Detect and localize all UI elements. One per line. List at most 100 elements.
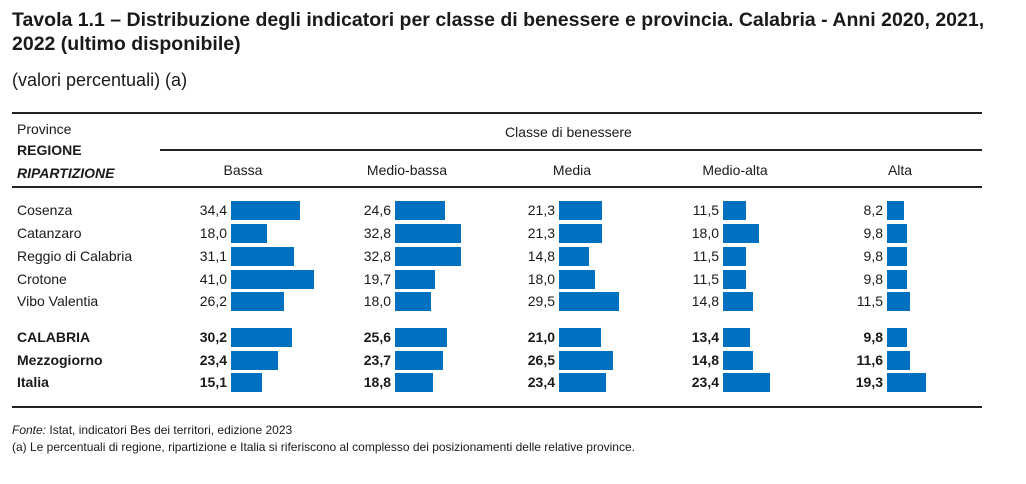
cell-value: 11,5: [856, 293, 883, 309]
cell-value: 8,2: [863, 202, 883, 218]
bottom-rule: [12, 406, 982, 408]
data-bar: [887, 224, 907, 243]
header-regione: REGIONE: [17, 142, 82, 158]
data-bar: [395, 201, 445, 220]
row-label: Cosenza: [17, 202, 73, 218]
data-bar: [395, 373, 433, 392]
footnote-a: (a) Le percentuali di regione, ripartizi…: [12, 440, 635, 454]
cell-value: 25,6: [363, 329, 391, 345]
cell-value: 11,5: [692, 202, 719, 218]
cell-value: 23,4: [527, 374, 555, 390]
data-bar: [723, 224, 760, 243]
cell-value: 19,3: [855, 374, 883, 390]
row-label: CALABRIA: [17, 329, 91, 345]
cell-value: 23,4: [199, 352, 227, 368]
cell-value: 24,6: [363, 202, 391, 218]
data-bar: [887, 351, 911, 370]
header-group: Classe di benessere: [505, 124, 632, 140]
cell-value: 9,8: [863, 225, 883, 241]
data-bar: [887, 292, 911, 311]
data-bar: [887, 373, 926, 392]
data-bar: [559, 247, 589, 266]
cell-value: 18,0: [199, 225, 227, 241]
cell-value: 23,7: [363, 352, 391, 368]
column-header: Medio-alta: [702, 162, 768, 178]
source-label: Fonte:: [12, 423, 47, 437]
header-ripartizione: RIPARTIZIONE: [17, 165, 115, 181]
data-bar: [559, 270, 596, 289]
cell-value: 11,6: [856, 352, 883, 368]
cell-value: 9,8: [863, 329, 883, 345]
cell-value: 9,8: [863, 248, 883, 264]
cell-value: 32,8: [363, 225, 391, 241]
data-bar: [395, 351, 443, 370]
cell-value: 11,5: [692, 248, 719, 264]
cell-value: 11,5: [692, 271, 719, 287]
column-header: Medio-bassa: [366, 162, 448, 178]
column-header: Alta: [887, 162, 913, 178]
cell-value: 21,3: [527, 202, 555, 218]
row-label: Italia: [17, 374, 49, 390]
table-title: Tavola 1.1 – Distribuzione degli indicat…: [12, 9, 985, 55]
row-label: Crotone: [17, 271, 67, 287]
data-bar: [723, 328, 751, 347]
data-bar: [723, 373, 771, 392]
data-bar: [559, 373, 607, 392]
data-bar: [395, 292, 432, 311]
cell-value: 18,0: [527, 271, 555, 287]
row-label: Reggio di Calabria: [17, 248, 133, 264]
data-bar: [395, 328, 447, 347]
cell-value: 13,4: [691, 329, 719, 345]
data-bar: [395, 224, 462, 243]
header-province: Province: [17, 121, 72, 137]
column-header: Media: [552, 162, 592, 178]
cell-value: 14,8: [691, 293, 719, 309]
data-bar: [231, 224, 268, 243]
cell-value: 31,1: [199, 248, 227, 264]
data-bar: [559, 224, 603, 243]
cell-value: 41,0: [199, 271, 227, 287]
data-bar: [395, 247, 462, 266]
cell-value: 15,1: [199, 374, 227, 390]
cell-value: 30,2: [199, 329, 227, 345]
cell-value: 21,0: [527, 329, 555, 345]
data-bar: [231, 373, 262, 392]
data-bar: [231, 328, 292, 347]
data-bar: [723, 270, 747, 289]
data-bar: [723, 292, 753, 311]
column-header: Bassa: [223, 162, 263, 178]
header-rule: [12, 186, 982, 188]
data-bar: [559, 328, 602, 347]
cell-value: 23,4: [691, 374, 719, 390]
data-bar: [723, 247, 747, 266]
data-bar: [231, 270, 314, 289]
data-bar: [723, 201, 747, 220]
cell-value: 26,5: [527, 352, 555, 368]
cell-value: 18,8: [363, 374, 391, 390]
cell-value: 18,0: [363, 293, 391, 309]
table-subtitle: (valori percentuali) (a): [12, 70, 188, 90]
source-note: Fonte: Istat, indicatori Bes dei territo…: [12, 423, 292, 437]
data-bar: [887, 270, 907, 289]
cell-value: 18,0: [691, 225, 719, 241]
cell-value: 19,7: [363, 271, 391, 287]
data-bar: [231, 201, 301, 220]
cell-value: 9,8: [863, 271, 883, 287]
data-bar: [395, 270, 435, 289]
source-text: Istat, indicatori Bes dei territori, edi…: [46, 423, 293, 437]
data-bar: [231, 351, 279, 370]
cell-value: 14,8: [527, 248, 555, 264]
group-rule: [160, 149, 982, 151]
data-bar: [887, 328, 907, 347]
cell-value: 26,2: [199, 293, 227, 309]
cell-value: 21,3: [527, 225, 555, 241]
row-label: Mezzogiorno: [17, 352, 103, 368]
data-bar: [231, 292, 284, 311]
row-label: Vibo Valentia: [17, 293, 99, 309]
cell-value: 14,8: [691, 352, 719, 368]
data-bar: [559, 292, 619, 311]
data-bar: [231, 247, 294, 266]
top-rule: [12, 112, 982, 114]
row-label: Catanzaro: [17, 225, 82, 241]
cell-value: 32,8: [363, 248, 391, 264]
